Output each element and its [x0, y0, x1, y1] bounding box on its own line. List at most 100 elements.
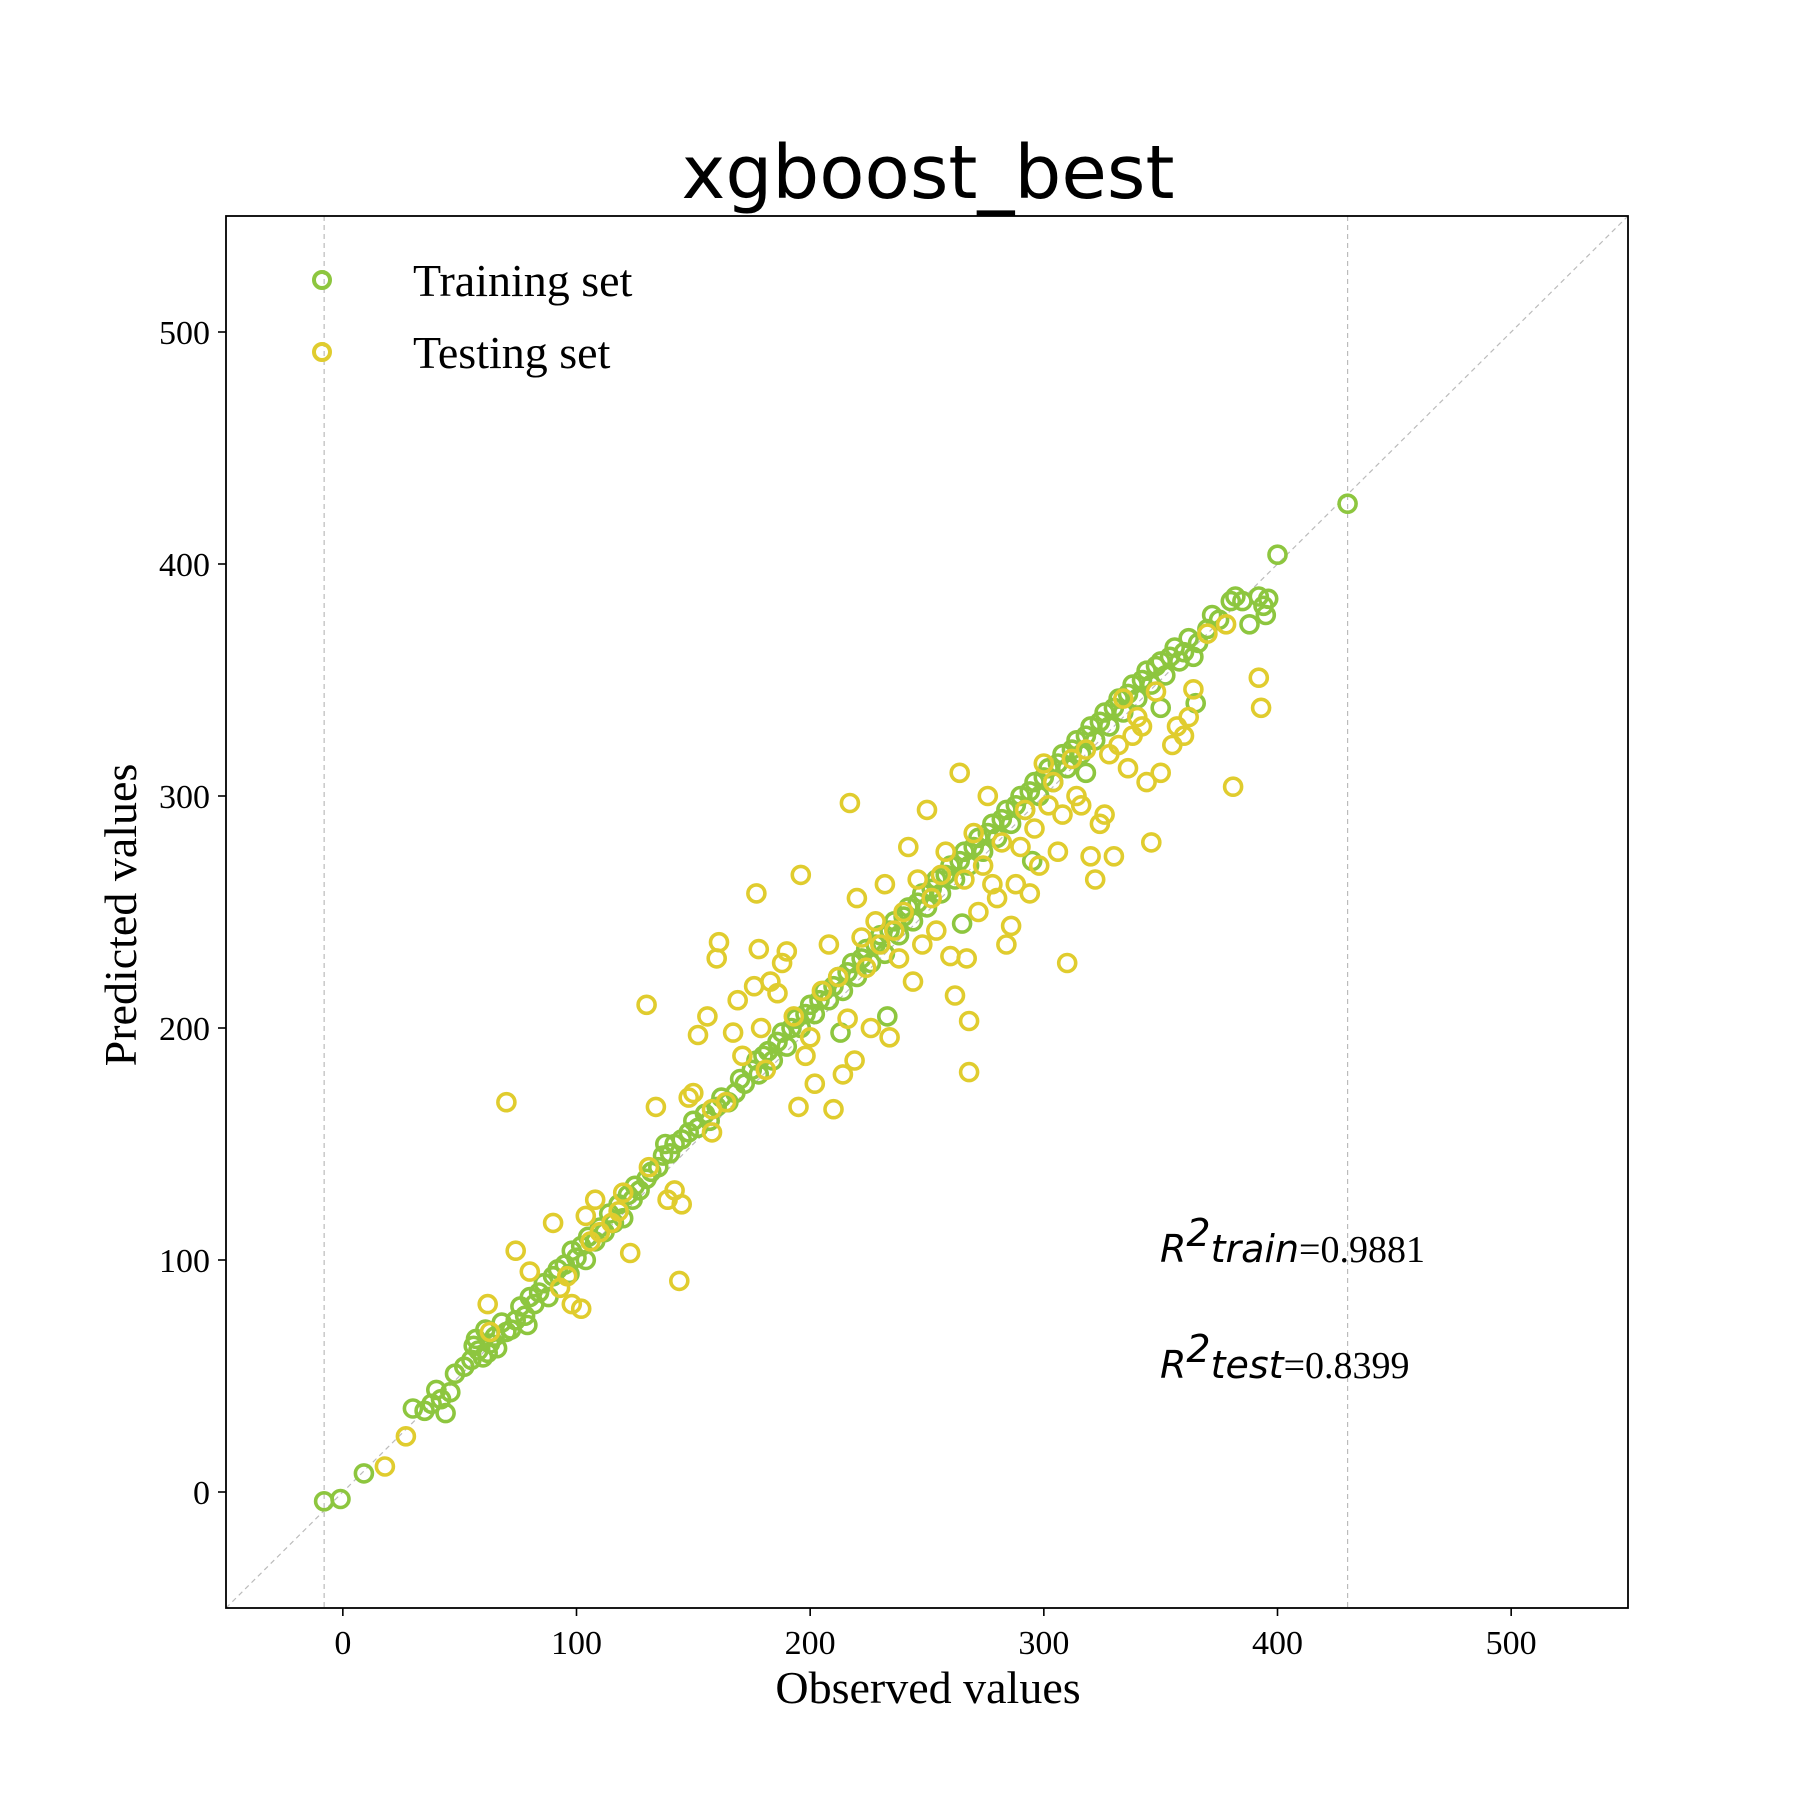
y-tick-label-3: 300 — [159, 779, 210, 816]
y-tick-label-5: 500 — [159, 315, 210, 352]
testing-point-19 — [619, 1242, 641, 1264]
training-point-9 — [439, 1381, 461, 1403]
training-point-2 — [353, 1463, 375, 1484]
testing-point-45 — [767, 982, 788, 1004]
testing-point-11 — [570, 1298, 592, 1319]
testing-point-132 — [1173, 725, 1195, 747]
testing-point-126 — [1136, 771, 1157, 793]
y-tick-label-0: 0 — [193, 1475, 210, 1512]
testing-point-139 — [1250, 697, 1272, 719]
x-tick-label-3: 300 — [1018, 1625, 1069, 1662]
legend-label-testing-set: Testing set — [413, 327, 611, 378]
testing-point-35 — [715, 1091, 737, 1113]
r2-train-superscript: 2 — [1186, 1211, 1210, 1255]
testing-point-76 — [911, 934, 933, 955]
testing-point-22 — [645, 1096, 667, 1118]
training-point-81 — [776, 1036, 798, 1057]
plot-area — [226, 216, 1628, 1608]
testing-point-72 — [893, 901, 914, 923]
testing-point-0 — [374, 1456, 396, 1477]
legend: Training set Testing set — [312, 255, 633, 378]
testing-point-37 — [727, 989, 749, 1011]
testing-point-34 — [708, 931, 730, 953]
testing-point-50 — [790, 864, 812, 886]
legend-marker-testing-set — [312, 342, 332, 362]
testing-point-66 — [865, 910, 886, 932]
x-tick-label-1: 100 — [551, 1625, 602, 1662]
r2-train-symbol: R — [1160, 1227, 1186, 1271]
testing-point-41 — [748, 938, 770, 960]
training-point-183 — [876, 1006, 898, 1027]
testing-point-117 — [1094, 804, 1115, 825]
testing-point-135 — [1197, 623, 1218, 644]
y-tick-label-2: 200 — [159, 1011, 210, 1048]
testing-point-114 — [1080, 845, 1101, 867]
r2-test-symbol: R — [1160, 1343, 1186, 1387]
testing-point-58 — [832, 1064, 854, 1085]
testing-point-51 — [795, 1045, 816, 1067]
testing-point-98 — [1005, 873, 1027, 895]
testing-point-109 — [1056, 952, 1078, 974]
testing-point-121 — [1113, 688, 1134, 709]
y-tick-label-1: 100 — [159, 1243, 210, 1280]
testing-point-103 — [1028, 855, 1050, 876]
training-point-39 — [566, 1247, 587, 1268]
testing-point-101 — [1019, 883, 1041, 904]
testing-point-137 — [1222, 776, 1244, 798]
testing-point-20 — [636, 994, 657, 1016]
testing-point-84 — [949, 762, 971, 784]
training-point-176 — [1239, 613, 1260, 635]
testing-point-91 — [972, 855, 994, 876]
training-point-186 — [1075, 762, 1097, 784]
training-point-182 — [1337, 493, 1358, 515]
r2-train-annotation: R2train=0.9881 — [1160, 1211, 1425, 1271]
testing-point-71 — [888, 948, 910, 969]
r2-test-subscript-word: test — [1211, 1343, 1286, 1387]
testing-point-42 — [750, 1017, 772, 1039]
testing-point-133 — [1178, 706, 1199, 728]
testing-point-36 — [722, 1022, 744, 1043]
series-testing-set — [374, 613, 1272, 1477]
chart-title: xgboost_best — [682, 130, 1175, 216]
r2-test-annotation: R2test=0.8399 — [1160, 1327, 1410, 1387]
testing-point-67 — [869, 934, 891, 955]
testing-point-54 — [811, 980, 833, 1002]
testing-point-74 — [902, 971, 924, 992]
testing-point-136 — [1215, 613, 1237, 635]
testing-point-138 — [1248, 667, 1270, 689]
testing-point-60 — [839, 792, 861, 814]
x-tick-label-5: 500 — [1486, 1625, 1537, 1662]
r2-train-value: =0.9881 — [1299, 1229, 1425, 1271]
axes-border — [225, 215, 1629, 1609]
testing-point-128 — [1145, 681, 1167, 702]
testing-point-29 — [687, 1024, 709, 1046]
testing-point-81 — [935, 841, 957, 863]
testing-point-83 — [944, 985, 966, 1006]
testing-point-5 — [505, 1240, 527, 1261]
testing-point-80 — [930, 864, 952, 886]
testing-point-14 — [584, 1189, 606, 1210]
training-point-8 — [435, 1402, 456, 1424]
testing-point-99 — [1010, 836, 1031, 858]
testing-point-88 — [958, 1061, 980, 1083]
training-point-150 — [1099, 716, 1120, 737]
testing-point-120 — [1108, 734, 1129, 756]
testing-point-1 — [395, 1426, 417, 1447]
legend-marker-training-set — [312, 270, 332, 290]
testing-point-56 — [823, 1098, 844, 1120]
y-axis-ticks: 0 100 200 300 400 500 — [159, 315, 226, 1512]
testing-point-31 — [701, 1122, 723, 1143]
testing-point-112 — [1070, 794, 1092, 816]
testing-point-108 — [1052, 804, 1073, 825]
testing-point-53 — [804, 1073, 826, 1094]
testing-point-85 — [954, 869, 975, 890]
testing-point-63 — [851, 927, 872, 948]
r2-test-value: =0.8399 — [1284, 1345, 1410, 1387]
r2-train-subscript-word: train — [1211, 1227, 1299, 1271]
x-axis-label: Observed values — [775, 1662, 1080, 1713]
training-point-123 — [972, 841, 994, 863]
training-point-162 — [1155, 665, 1176, 686]
testing-point-9 — [556, 1265, 578, 1287]
x-axis-ticks: 0 100 200 300 400 500 — [334, 1608, 1537, 1662]
